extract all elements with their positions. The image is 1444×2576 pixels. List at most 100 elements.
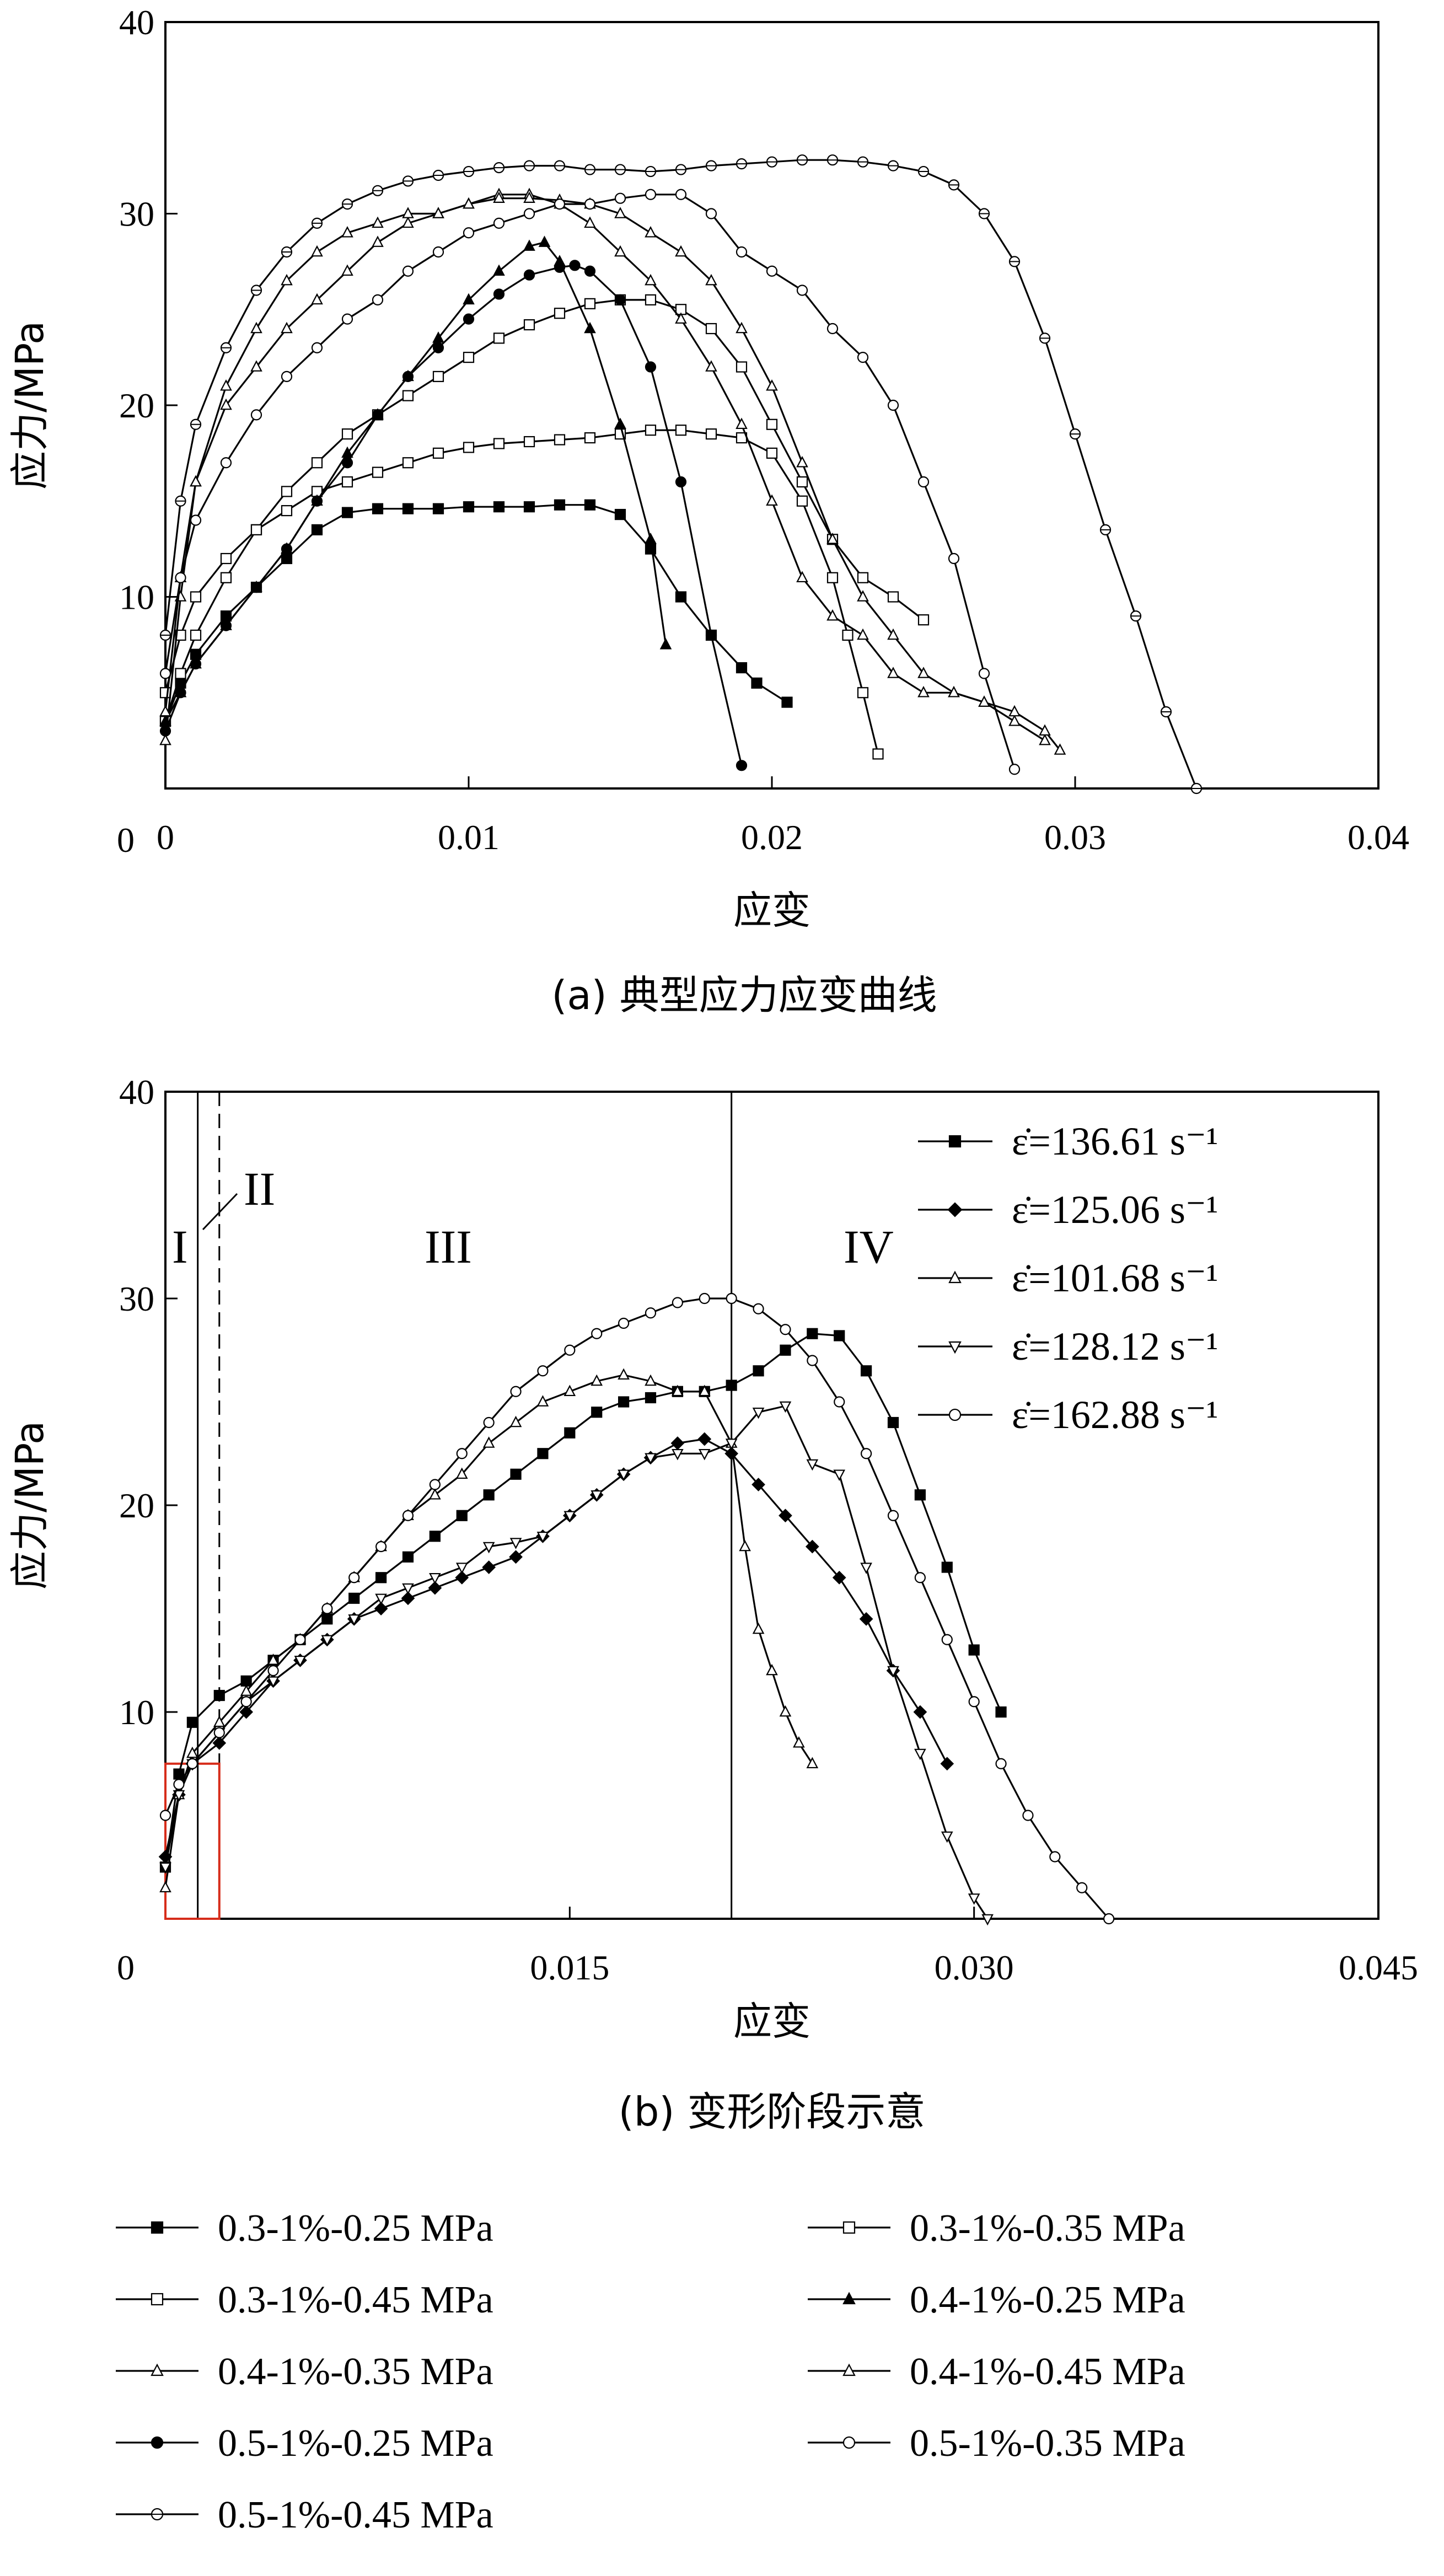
panel-a-series-5-point-2: [190, 475, 202, 487]
panel-a-series-4-point-24: [857, 628, 869, 640]
panel-b-series-2-point-18: [618, 1368, 630, 1380]
panel-b-series-4-point-6: [294, 1634, 306, 1645]
panel-b-series-2-point-19: [645, 1374, 657, 1386]
panel-b-series-4-point-10: [402, 1510, 414, 1521]
panel-b-series-3-point-12: [455, 1563, 468, 1574]
panel-a-series-5-point-6: [311, 245, 323, 257]
panel-a-series-6: [159, 260, 748, 771]
panel-b-series-0-point-22: [726, 1380, 737, 1391]
panel-a-series-6-point-2: [190, 658, 202, 670]
panel-b-series-0-point-7: [321, 1613, 333, 1625]
panel-a-series-6-point-10: [432, 342, 444, 353]
bottom-legend-label-7: 0.5-1%-0.35 MPa: [910, 2422, 1185, 2465]
panel-b-series-3-point-20: [672, 1448, 684, 1461]
panel-a-series-3-line: [164, 242, 667, 722]
panel-a-series-8-line: [164, 159, 1198, 789]
panel-a-series-7-point-16: [614, 192, 626, 204]
panel-a-series-5-point-16: [614, 207, 626, 218]
panel-b-series-2-point-15: [536, 1395, 549, 1407]
panel-b-series-0-point-9: [375, 1572, 387, 1584]
panel-a-series-6-point-14: [554, 261, 566, 273]
panel-a-series-5-point-8: [372, 216, 384, 228]
panel-a-series-5-point-5: [281, 273, 293, 286]
panel-b-series-0-point-32: [995, 1706, 1007, 1718]
bottom-legend-marker-5: [842, 2363, 856, 2376]
panel-b-series-0-point-10: [402, 1551, 414, 1563]
panel-a-series-2-point-2: [190, 629, 202, 641]
bottom-legend-item-6: 0.5-1%-0.25 MPa: [116, 2422, 493, 2465]
stage-label-iii: III: [425, 1220, 472, 1273]
panel-a-series-4-point-17: [645, 273, 657, 286]
panel-b-series-2-point-28: [806, 1757, 819, 1769]
panel-b-series-3-point-0: [159, 1862, 171, 1874]
bottom-legend-label-6: 0.5-1%-0.25 MPa: [218, 2422, 493, 2465]
panel-a-series-4-point-25: [887, 667, 899, 678]
panel-a-series-2-point-14: [554, 308, 566, 319]
panel-b-legend-item-3: ε̇=128.12 s⁻¹: [918, 1324, 1218, 1368]
panel-b-series-1-point-29: [913, 1705, 927, 1719]
panel-a-series-0-point-8: [372, 503, 384, 514]
panel-a-xtick-label-1: 0.01: [438, 818, 500, 857]
panel-b-series-4-point-31: [968, 1696, 980, 1708]
panel-b-series-4-point-1: [173, 1779, 185, 1790]
panel-a-series-7-point-9: [402, 265, 414, 277]
panel-b-xtick-label-1: 0.030: [935, 1948, 1014, 1987]
panel-a-series-5-point-25: [887, 628, 899, 640]
panel-b-series-4-point-20: [672, 1297, 683, 1308]
panel-a-series-1-point-14: [554, 434, 566, 446]
panel-b-series-4-point-7: [321, 1603, 333, 1614]
panel-b-series-4-point-4: [240, 1696, 252, 1708]
panel-a-series-7-point-10: [432, 246, 444, 258]
panel-b-series-4-point-9: [375, 1541, 387, 1553]
panel-a-series-7-point-5: [281, 371, 293, 382]
panel-b-caption: (b) 变形阶段示意: [619, 2089, 926, 2135]
panel-b-ytick-label-2: 30: [119, 1279, 154, 1318]
bottom-legend: 0.3-1%-0.25 MPa 0.3-1%-0.35 MPa 0.3-1%-0.4…: [116, 2207, 1185, 2536]
panel-a-series-7-point-8: [372, 294, 384, 305]
panel-b-xtick-label-0: 0.015: [530, 1948, 609, 1987]
panel-a-series-0-point-13: [523, 501, 535, 513]
panel-b-series-3-point-17: [591, 1490, 603, 1502]
panel-b-series-3-point-8: [348, 1614, 361, 1626]
panel-b-series-2-point-17: [591, 1374, 603, 1386]
panel-b-series-0-point-12: [456, 1510, 468, 1521]
panel-a-series-1-point-11: [463, 442, 475, 453]
panel-b-series-3-point-9: [375, 1593, 387, 1606]
panel-a-series-1-point-0: [159, 687, 171, 699]
panel-a-series-4-point-20: [736, 417, 748, 430]
panel-a-series-5-point-9: [402, 207, 414, 218]
panel-a-series-2-point-6: [311, 457, 323, 469]
bottom-legend-label-8: 0.5-1%-0.45 MPa: [218, 2494, 493, 2536]
panel-b-legend-marker-0: [948, 1135, 962, 1148]
panel-a-series-6-point-12: [493, 288, 505, 300]
panel-a-series-1-point-19: [705, 428, 717, 440]
panel-a-series-4-point-7: [341, 264, 353, 276]
panel-b-series-0-point-23: [753, 1365, 764, 1377]
stage-label-iv: IV: [844, 1220, 894, 1273]
panel-a-series-1-point-17: [645, 425, 657, 436]
panel-a-series-1-point-9: [402, 457, 414, 469]
panel-b-series-3-point-11: [429, 1573, 441, 1585]
panel-a-series-6-point-4: [250, 582, 262, 593]
panel-b-series-4-point-0: [159, 1810, 171, 1821]
panel-b-legend-label-0: ε̇=136.61 s⁻¹: [1012, 1119, 1218, 1163]
panel-a-series-2-point-22: [796, 476, 808, 488]
panel-b-legend-label-1: ε̇=125.06 s⁻¹: [1012, 1188, 1218, 1232]
panel-b-series-2-point-14: [509, 1415, 522, 1427]
panel-b-series-1-point-23: [751, 1478, 765, 1491]
panel-a-series-1: [159, 425, 884, 760]
panel-a-series-6-point-7: [341, 457, 353, 469]
panel-b-series-1-point-20: [670, 1436, 685, 1450]
panel-a-series-1-point-12: [493, 438, 505, 449]
panel-b-highlight-box: [164, 1762, 221, 1920]
panel-a-series-0-point-18: [675, 591, 687, 603]
panel-b-series-4-point-23: [753, 1303, 764, 1314]
panel-b-series-0-point-14: [510, 1468, 522, 1480]
bottom-legend-item-0: 0.3-1%-0.25 MPa: [116, 2207, 493, 2250]
panel-b-series-2-point-27: [793, 1736, 805, 1748]
panel-b-series-3-point-24: [779, 1401, 792, 1413]
panel-a-series-3-point-19: [659, 638, 672, 650]
panel-a-ytick-label-3: 40: [119, 3, 154, 42]
panel-b-legend: ε̇=136.61 s⁻¹ ε̇=125.06 s⁻¹ ε̇=101.68 s⁻¹ ε…: [918, 1119, 1218, 1437]
